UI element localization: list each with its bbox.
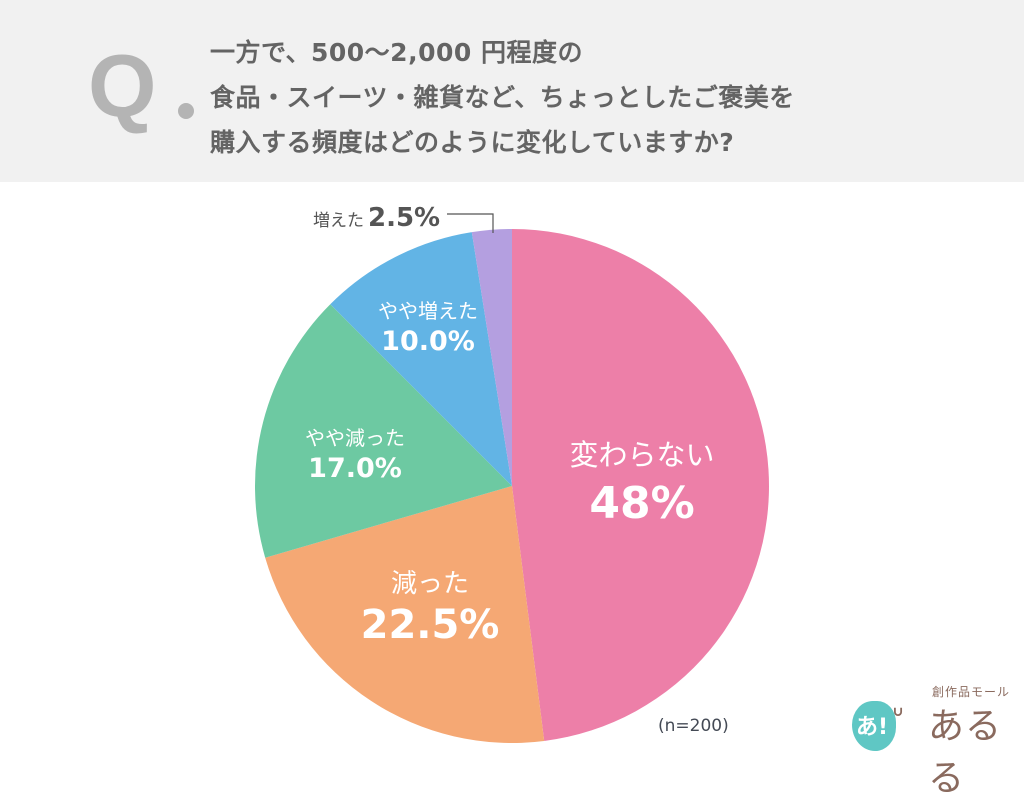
sample-size: (n=200) xyxy=(658,716,729,736)
q-dot-decoration xyxy=(178,103,194,119)
rabbit-icon: ᐡ xyxy=(892,701,904,736)
slice-label-slightly-increased: やや増えた 10.0% xyxy=(378,299,478,357)
arurumall-logo: あ! ᐡ 創作品モール あるる xyxy=(852,683,1012,799)
pie-slice-3 xyxy=(330,232,512,486)
pie-slices xyxy=(254,229,769,743)
q-mark: Q xyxy=(88,36,157,135)
slice-label-increased: 増えた 2.5% xyxy=(313,203,441,233)
slice-label-decreased: 減った 22.5% xyxy=(360,569,500,648)
pie-slice-0 xyxy=(512,229,769,741)
logo-name: あるる xyxy=(928,706,1003,799)
logo-badge-text: あ! xyxy=(856,715,889,740)
pie-slice-4 xyxy=(471,229,512,486)
question-line-2: 食品・スイーツ・雑貨など、ちょっとしたご褒美を xyxy=(210,83,795,112)
increased-leader-line xyxy=(447,213,494,233)
slice-label-slightly-decreased: やや減った 17.0% xyxy=(305,426,405,484)
question-text: 一方で、500～2,000 円程度の 食品・スイーツ・雑貨など、ちょっとしたご褒… xyxy=(210,30,795,165)
pie-chart xyxy=(254,213,769,743)
question-header: Q 一方で、500～2,000 円程度の 食品・スイーツ・雑貨など、ちょっとした… xyxy=(0,0,1024,182)
logo-tagline: 創作品モール xyxy=(932,685,1011,699)
pie-slice-1 xyxy=(265,486,545,743)
question-line-1: 一方で、500～2,000 円程度の xyxy=(210,38,583,67)
logo-badge xyxy=(852,701,896,751)
pie-slice-2 xyxy=(254,304,512,558)
question-line-3: 購入する頻度はどのように変化していますか? xyxy=(210,128,735,157)
slice-label-unchanged: 変わらない 48% xyxy=(569,438,715,529)
